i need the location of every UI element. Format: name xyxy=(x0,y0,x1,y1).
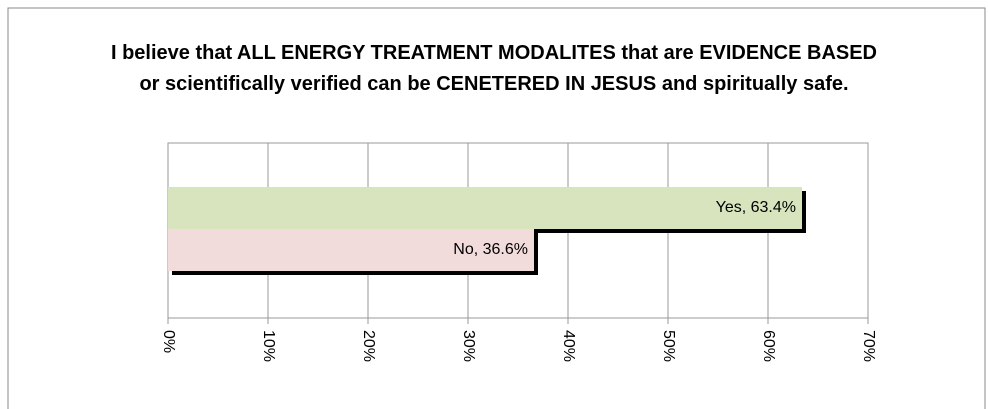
data-label: Yes, 63.4% xyxy=(716,199,796,216)
x-tick-label: 50% xyxy=(660,330,677,362)
x-tick-label: 10% xyxy=(260,330,277,362)
x-tick-label: 20% xyxy=(360,330,377,362)
bar xyxy=(168,229,534,271)
x-tick-label: 0% xyxy=(160,330,177,353)
data-label: No, 36.6% xyxy=(453,241,528,258)
chart-title: I believe that ALL ENERGY TREATMENT MODA… xyxy=(110,42,878,95)
x-tick-label: 30% xyxy=(460,330,477,362)
x-tick-label: 60% xyxy=(760,330,777,362)
x-tick-label: 40% xyxy=(560,330,577,362)
bar xyxy=(168,187,802,229)
x-tick-label: 70% xyxy=(860,330,877,362)
chart-frame xyxy=(7,7,986,409)
